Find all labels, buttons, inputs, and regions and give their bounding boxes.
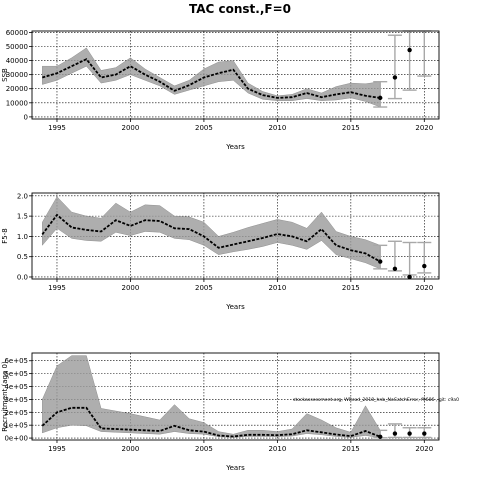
- y-tick-label: 50000: [6, 43, 28, 51]
- y-tick-label: 2e+05: [4, 409, 28, 417]
- y-tick-label: 30000: [6, 71, 28, 79]
- x-tick-label: 2005: [195, 445, 213, 453]
- y-tick-label: 1.5: [17, 213, 28, 221]
- x-tick-label: 2005: [195, 284, 213, 292]
- y-tick-label: 0: [24, 113, 28, 121]
- x-tick-label: 2020: [415, 124, 433, 132]
- plot-frame: [31, 352, 440, 441]
- x-tick-label: 2020: [415, 284, 433, 292]
- confidence-band: [42, 355, 381, 439]
- confidence-band: [42, 47, 381, 108]
- y-tick-label: 0.0: [17, 273, 28, 281]
- projection-point: [378, 259, 383, 264]
- y-tick-label: 2.0: [17, 192, 28, 200]
- x-tick-label: 2000: [122, 284, 140, 292]
- projection-point: [392, 75, 398, 80]
- projection-point: [392, 266, 398, 272]
- y-tick-label: 0e+00: [4, 435, 28, 443]
- x-tick-label: 2010: [268, 445, 286, 453]
- x-tick-label: 1995: [48, 284, 66, 292]
- x-axis-label: Years: [225, 303, 245, 311]
- annotation-text: stockassessment.org, WBcod_2018_hnb_NoCa…: [293, 397, 459, 403]
- x-tick-label: 2000: [122, 445, 140, 453]
- x-tick-label: 2015: [342, 284, 360, 292]
- x-tick-label: 1995: [48, 445, 66, 453]
- y-axis-label: SSB: [1, 68, 9, 82]
- projection-point: [407, 431, 412, 436]
- y-axis-label: F5-8: [1, 228, 9, 243]
- median-line: [41, 406, 381, 438]
- median-line: [41, 213, 381, 263]
- y-tick-label: 0.5: [17, 253, 28, 261]
- x-tick-label: 2000: [122, 124, 140, 132]
- x-tick-label: 2010: [268, 124, 286, 132]
- x-tick-label: 2015: [342, 445, 360, 453]
- projection-point: [407, 47, 412, 53]
- x-axis-label: Years: [225, 143, 245, 151]
- median-line: [42, 58, 381, 99]
- y-tick-label: 3e+05: [4, 396, 28, 404]
- panel-recruitment: 1995 2000 2005 2010 2015 2020 0e+00 1e+05 2e+05 3…: [1, 352, 459, 472]
- panel-ssb: 1995 2000 2005 2010 2015 2020 0 10000 20000 30000…: [1, 29, 440, 151]
- panel-fishing-mortality: 1995 2000 2005 2010 2015 2020 0.0 0.5 1.0 1.5 2.0 Y…: [1, 192, 440, 311]
- y-tick-label: 60000: [6, 29, 28, 37]
- y-tick-label: 1.0: [17, 233, 28, 241]
- y-tick-label: 4e+05: [4, 383, 28, 391]
- x-tick-label: 2015: [342, 124, 360, 132]
- projection-point: [407, 274, 412, 280]
- y-tick-label: 10000: [6, 99, 28, 107]
- x-tick-label: 1995: [48, 124, 66, 132]
- y-tick-label: 6e+05: [4, 357, 28, 365]
- x-tick-label: 2005: [195, 124, 213, 132]
- projection-point: [422, 431, 427, 436]
- x-axis-label: Years: [225, 464, 245, 472]
- y-tick-label: 20000: [6, 85, 28, 93]
- y-tick-label: 1e+05: [4, 422, 28, 430]
- y-tick-label: 5e+05: [4, 370, 28, 378]
- projection-point: [378, 434, 383, 439]
- y-tick-label: 40000: [6, 57, 28, 65]
- y-axis-label: Recruitment (age 0): [1, 361, 9, 432]
- x-tick-label: 2010: [268, 284, 286, 292]
- projection-point: [392, 431, 398, 436]
- confidence-band: [42, 196, 381, 270]
- projection-point: [422, 263, 427, 269]
- plot-frame: [31, 192, 440, 280]
- x-tick-label: 2020: [415, 445, 433, 453]
- figure-title: TAC const.,F=0: [189, 2, 291, 16]
- projection-point: [378, 95, 383, 101]
